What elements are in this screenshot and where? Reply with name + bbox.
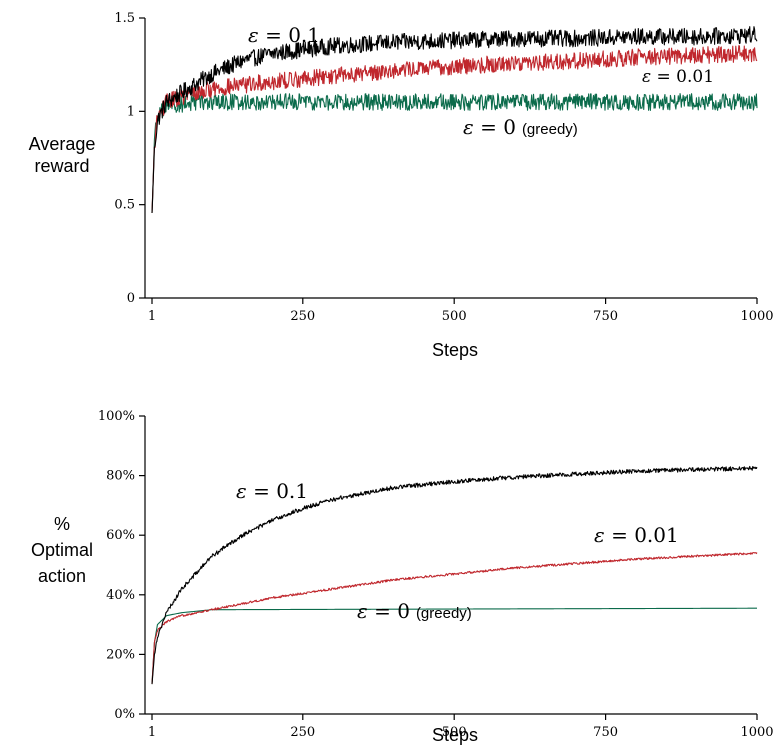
optimal-action-series-epsilon-0-1 [151,465,758,684]
average-reward-y-tick-label: 1.5 [114,11,135,26]
average-reward-x-tick-label: 750 [593,309,618,324]
optimal-action-y-tick-label: 40% [106,588,135,603]
average-reward-series-epsilon-0-1 [151,26,758,213]
average-reward-label-epsilon-0-greedy: ε = 0 (greedy) [463,115,578,139]
optimal-action-annotations: ε = 0.1 ε = 0.01 ε = 0 (greedy) [236,479,679,623]
average-reward-ticks: 1 250 500 750 1000 0 0.5 1 1.5 [114,11,773,324]
average-reward-y-axis-title-line-1: Average [29,134,96,154]
optimal-action-label-epsilon-0-greedy: ε = 0 (greedy) [357,599,472,623]
average-reward-axes [144,18,757,299]
optimal-action-x-axis-title: Steps [432,725,478,745]
optimal-action-label-epsilon-0-1: ε = 0.1 [236,479,308,503]
average-reward-y-tick-label: 1 [127,104,135,119]
optimal-action-series [151,465,758,685]
average-reward-series-epsilon-0-greedy [151,93,758,213]
average-reward-x-axis-title: Steps [432,340,478,360]
optimal-action-x-tick-label: 250 [290,725,315,740]
optimal-action-x-tick-label: 1000 [740,725,773,740]
average-reward-series [151,26,758,213]
average-reward-x-tick-label: 250 [290,309,315,324]
optimal-action-y-axis-title-line-1: % [54,514,70,534]
average-reward-series-epsilon-0-01 [151,45,758,213]
optimal-action-x-tick-label: 1 [148,725,156,740]
optimal-action-x-tick-label: 750 [593,725,618,740]
average-reward-x-tick-label: 1 [148,309,156,324]
optimal-action-series-epsilon-0-greedy [151,607,757,685]
average-reward-x-tick-label: 500 [442,309,467,324]
average-reward-y-axis-title-line-2: reward [34,156,89,176]
optimal-action-y-tick-label: 20% [106,647,135,662]
optimal-action-chart: 1 250 500 750 1000 0% 20% 40% 60% 80% 100% Steps %… [31,409,774,745]
optimal-action-y-tick-label: 0% [114,707,135,722]
optimal-action-y-tick-label: 80% [106,469,135,484]
average-reward-y-tick-label: 0.5 [114,198,135,213]
optimal-action-y-axis-title-line-3: action [38,566,86,586]
optimal-action-x-tick-label: 500 [442,725,467,740]
optimal-action-axes [144,416,757,715]
optimal-action-y-axis-title-line-2: Optimal [31,540,93,560]
optimal-action-series-epsilon-0-01 [151,551,758,685]
optimal-action-y-tick-label: 100% [98,409,135,424]
average-reward-label-epsilon-0-01: ε = 0.01 [642,67,714,87]
average-reward-y-tick-label: 0 [127,291,135,306]
average-reward-label-epsilon-0-1: ε = 0.1 [248,23,320,47]
average-reward-annotations: ε = 0.1 ε = 0.01 ε = 0 (greedy) [248,23,714,139]
average-reward-x-tick-label: 1000 [740,309,773,324]
average-reward-chart: 1 250 500 750 1000 0 0.5 1 1.5 Steps Average rew… [29,11,774,360]
optimal-action-ticks: 1 250 500 750 1000 0% 20% 40% 60% 80% 100% [98,409,774,740]
optimal-action-label-epsilon-0-01: ε = 0.01 [594,523,679,547]
optimal-action-y-tick-label: 60% [106,528,135,543]
